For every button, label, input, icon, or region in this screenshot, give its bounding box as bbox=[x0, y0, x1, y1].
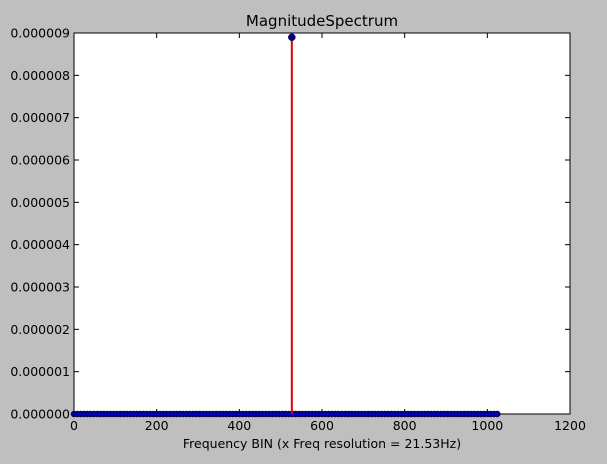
y-tick-label: 0.000001 bbox=[10, 364, 70, 379]
y-tick-label: 0.000003 bbox=[10, 280, 70, 295]
x-tick-label: 1200 bbox=[554, 418, 586, 433]
y-tick-label: 0.000000 bbox=[10, 407, 70, 422]
y-tick-label: 0.000009 bbox=[10, 26, 70, 41]
y-tick-label: 0.000006 bbox=[10, 153, 70, 168]
y-tick-label: 0.000005 bbox=[10, 195, 70, 210]
x-tick-label: 800 bbox=[393, 418, 417, 433]
x-tick-label: 1000 bbox=[471, 418, 503, 433]
peak-marker bbox=[288, 33, 296, 41]
chart-title: MagnitudeSpectrum bbox=[246, 12, 398, 30]
x-axis-label: Frequency BIN (x Freq resolution = 21.53… bbox=[183, 436, 461, 451]
y-axis-ticks: 0.000000 0.000001 0.000002 0.000003 0.000004… bbox=[10, 26, 570, 422]
plot-area bbox=[73, 32, 571, 415]
x-tick-label: 0 bbox=[70, 418, 78, 433]
y-tick-label: 0.000007 bbox=[10, 110, 70, 125]
x-axis-ticks: 0 200 400 600 800 1000 1200 bbox=[70, 33, 586, 433]
x-tick-label: 200 bbox=[145, 418, 169, 433]
x-tick-label: 600 bbox=[310, 418, 334, 433]
stem-series bbox=[70, 33, 501, 418]
x-tick-label: 400 bbox=[227, 418, 251, 433]
y-tick-label: 0.000002 bbox=[10, 322, 70, 337]
y-tick-label: 0.000004 bbox=[10, 237, 70, 252]
y-tick-label: 0.000008 bbox=[10, 68, 70, 83]
